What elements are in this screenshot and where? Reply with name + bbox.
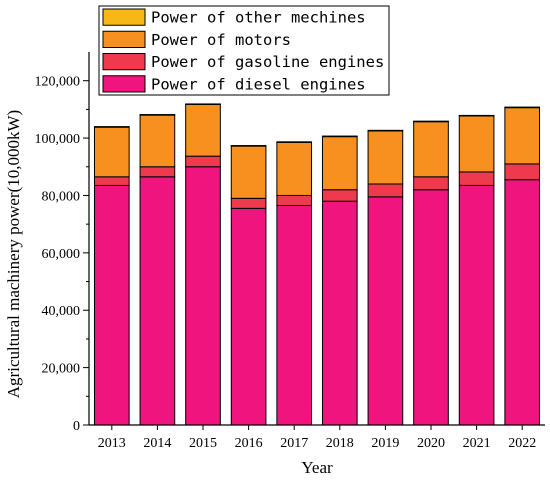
bar-segment-2017-series-0 [276,205,313,426]
bar-segment-2014-series-3 [139,114,176,116]
bar-segment-2019-series-1 [367,183,404,198]
bar-segment-2013-series-2 [93,126,130,178]
legend-label-2: Power of gasoline engines [151,53,384,71]
bar-segment-2018-series-2 [321,136,358,191]
bar-segment-2016-series-1 [230,197,267,209]
bar-segment-2020-series-3 [413,120,449,123]
x-tick-label-2017: 2017 [280,436,308,451]
bar-segment-2015-series-2 [185,104,221,157]
y-tick-label-2: 40,000 [42,304,81,319]
bar-segment-2022-series-3 [504,106,541,109]
x-tick-label-2019: 2019 [371,436,399,451]
bar-segment-2021-series-0 [458,184,495,426]
y-tick-label-1: 20,000 [42,362,81,377]
bar-segment-2015-series-0 [185,166,221,426]
x-axis-title: Year [301,458,333,477]
bar-segment-2022-series-0 [504,179,541,426]
bar-segment-2021-series-2 [458,115,495,173]
bar-segment-2017-series-2 [276,141,313,196]
legend-swatch-2 [102,53,146,71]
bar-segment-2018-series-1 [321,189,358,202]
bar-segment-2020-series-2 [413,121,449,178]
y-axis-title: Agricultural machinery power(10,000kW) [4,110,23,398]
bar-segment-2013-series-1 [93,176,130,186]
bar-segment-2022-series-1 [504,163,541,181]
x-tick-label-2020: 2020 [417,436,445,451]
bar-segment-2019-series-2 [367,130,404,185]
bar-segment-2014-series-0 [139,176,176,426]
bar-segment-2017-series-1 [276,194,313,207]
y-tick-label-0: 0 [73,419,80,434]
bar-segment-2015-series-3 [185,103,221,106]
bar-segment-2017-series-3 [276,141,313,143]
bar-segment-2021-series-3 [458,114,495,117]
bar-segment-2020-series-1 [413,176,449,191]
bar-segment-2015-series-1 [185,155,221,168]
bar-segment-2021-series-1 [458,171,495,186]
legend-swatch-3 [102,75,146,93]
bar-segment-2019-series-3 [367,129,404,132]
bar-segment-2016-series-3 [230,145,267,147]
bar-segment-2018-series-0 [321,200,358,426]
bar-segment-2022-series-2 [504,107,541,165]
bar-segment-2013-series-0 [93,184,130,426]
bar-segment-2013-series-3 [93,126,130,128]
y-tick-label-6: 120,000 [35,75,81,90]
legend-label-0: Power of other mechines [151,9,366,27]
x-tick-label-2022: 2022 [508,436,536,451]
bar-segment-2014-series-1 [139,166,176,178]
y-tick-label-5: 100,000 [35,132,81,147]
x-tick-label-2014: 2014 [143,436,171,451]
bar-segment-2016-series-0 [230,207,267,426]
x-tick-label-2013: 2013 [98,436,126,451]
bar-segment-2019-series-0 [367,196,404,426]
bar-segment-2020-series-0 [413,189,449,426]
bar-segment-2016-series-2 [230,145,267,199]
axes-layer: 0 20,000 40,000 60,000 80,000 100,000 120,000 2… [35,52,545,451]
legend-swatch-0 [102,8,146,26]
bar-segment-2018-series-3 [321,135,358,138]
legend-swatch-1 [102,30,146,48]
bars-layer [93,103,541,426]
y-tick-label-3: 60,000 [42,247,81,262]
y-tick-label-4: 80,000 [42,189,81,204]
legend-label-1: Power of motors [151,31,291,49]
legend-label-3: Power of diesel engines [151,75,366,93]
legend: Power of other mechines Power of motors Po… [98,5,390,96]
legend-box [98,5,390,96]
x-tick-label-2016: 2016 [235,436,263,451]
x-tick-label-2015: 2015 [189,436,217,451]
bar-segment-2014-series-2 [139,114,176,168]
x-tick-label-2018: 2018 [326,436,354,451]
x-tick-label-2021: 2021 [463,436,491,451]
